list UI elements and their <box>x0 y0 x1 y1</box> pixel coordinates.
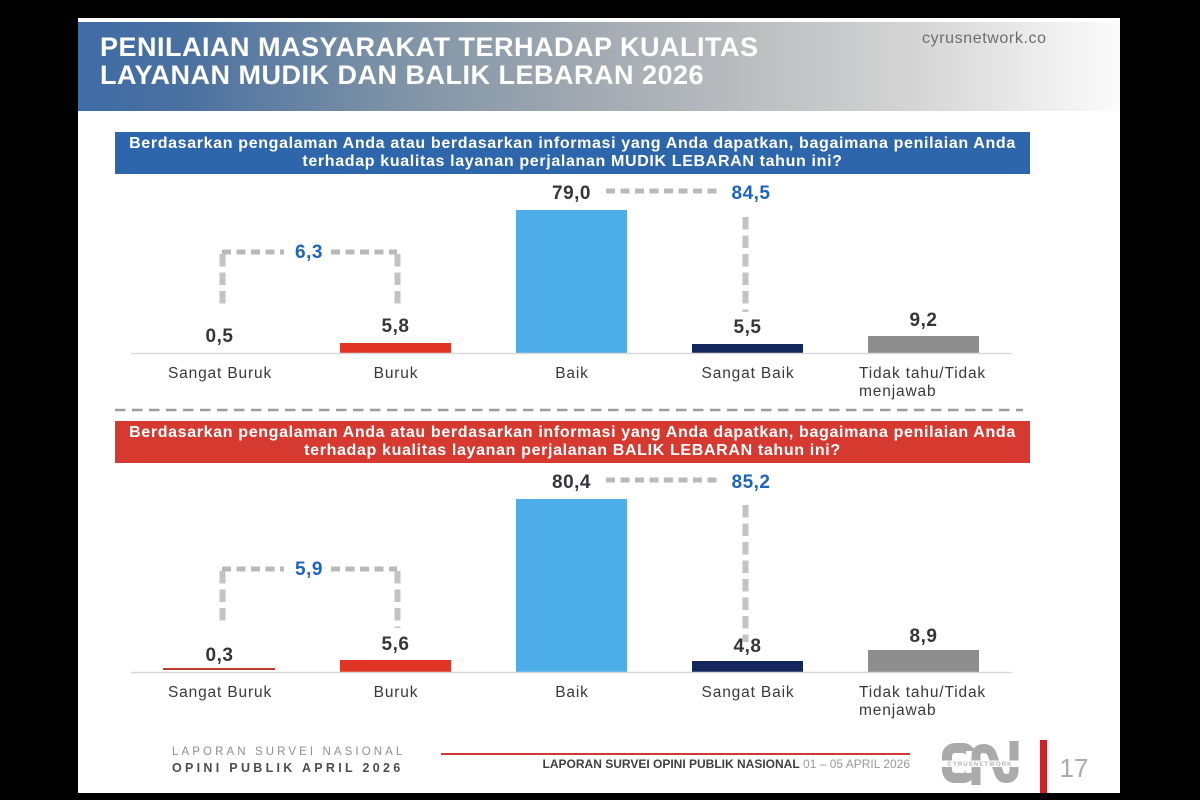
svg-text:CYRUSNETWORK: CYRUSNETWORK <box>947 762 1012 768</box>
